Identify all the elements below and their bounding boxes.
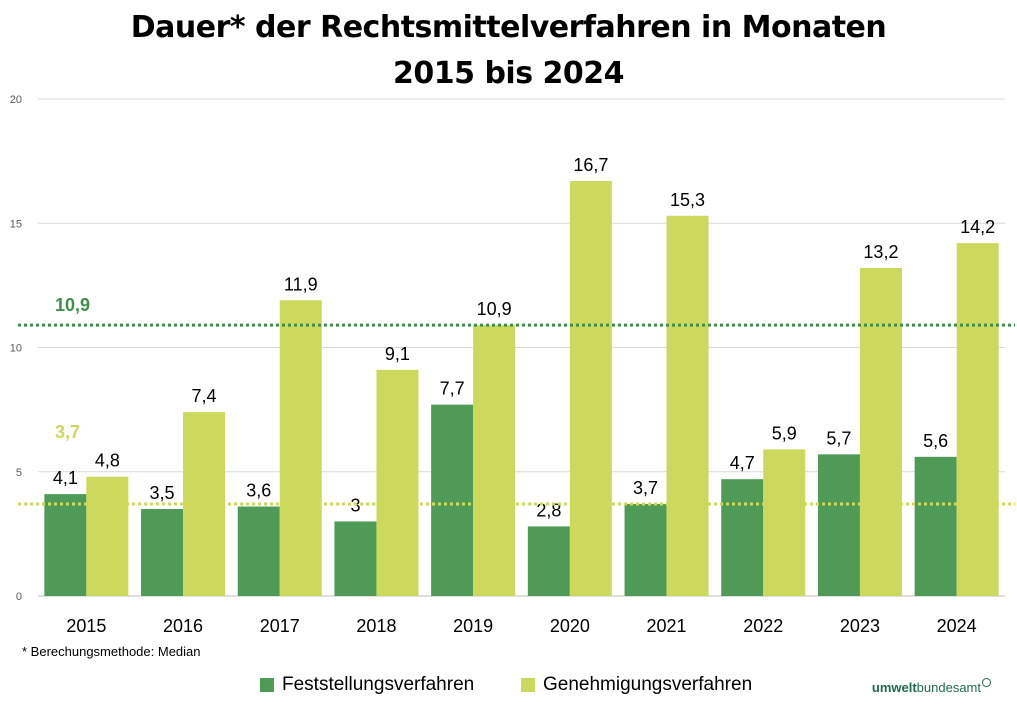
bar-genehmigungsverfahren: [666, 215, 709, 597]
bar-feststellungsverfahren: [141, 509, 184, 596]
data-label: 3,7: [633, 478, 658, 498]
x-tick-label: 2017: [260, 616, 300, 636]
chart-title-line-2: 2015 bis 2024: [393, 56, 625, 91]
bar-genehmigungsverfahren: [279, 300, 322, 596]
data-label: 9,1: [385, 344, 410, 364]
y-tick-label: 5: [16, 467, 22, 479]
y-tick-label: 15: [10, 218, 22, 230]
y-tick-label: 20: [10, 94, 22, 106]
x-tick-label: 2022: [743, 616, 783, 636]
legend-label-feststellungsverfahren: Feststellungsverfahren: [282, 674, 475, 695]
data-label: 5,9: [772, 423, 797, 443]
bar-genehmigungsverfahren: [376, 369, 419, 596]
bar-genehmigungsverfahren: [473, 325, 516, 596]
reference-label: 10,9: [55, 295, 90, 315]
logo-text-bundesamt: bundesamt: [916, 680, 981, 695]
bar-feststellungsverfahren: [527, 526, 570, 596]
logo-text-umwelt: umwelt: [871, 680, 917, 695]
y-tick-label: 10: [10, 343, 22, 355]
data-label: 13,2: [863, 242, 898, 262]
x-tick-label: 2024: [937, 616, 977, 636]
data-label: 16,7: [573, 155, 608, 175]
bar-feststellungsverfahren: [817, 454, 860, 596]
data-label: 4,8: [95, 451, 120, 471]
bar-genehmigungsverfahren: [956, 243, 999, 596]
data-label: 5,7: [826, 428, 851, 448]
x-tick-label: 2018: [356, 616, 396, 636]
x-tick-label: 2021: [647, 616, 687, 636]
data-label: 7,7: [440, 379, 465, 399]
data-label: 4,7: [730, 453, 755, 473]
bar-feststellungsverfahren: [624, 504, 667, 596]
legend: Feststellungsverfahren Genehmigungsverfa…: [0, 674, 1017, 696]
logo-circle-icon: [982, 678, 991, 687]
bar-genehmigungsverfahren: [569, 181, 612, 596]
bar-feststellungsverfahren: [334, 521, 377, 596]
chart-title-line-1: Dauer* der Rechtsmittelverfahren in Mona…: [130, 10, 887, 45]
bar-feststellungsverfahren: [914, 456, 957, 596]
bar-feststellungsverfahren: [44, 494, 87, 596]
legend-swatch-genehmigungsverfahren: [521, 678, 535, 692]
legend-label-genehmigungsverfahren: Genehmigungsverfahren: [543, 674, 753, 695]
bar-feststellungsverfahren: [721, 479, 764, 596]
bar-genehmigungsverfahren: [86, 476, 129, 596]
data-label: 15,3: [670, 190, 705, 210]
data-label: 14,2: [960, 217, 995, 237]
bar-feststellungsverfahren: [237, 506, 280, 596]
bar-feststellungsverfahren: [431, 404, 474, 596]
x-tick-label: 2015: [66, 616, 106, 636]
y-tick-label: 0: [16, 591, 22, 603]
bar-genehmigungsverfahren: [859, 267, 902, 596]
umweltbundesamt-logo: umweltbundesamt: [871, 678, 991, 695]
legend-item-genehmigungsverfahren: Genehmigungsverfahren: [521, 674, 752, 696]
legend-swatch-feststellungsverfahren: [260, 678, 274, 692]
footnote: * Berechungsmethode: Median: [22, 644, 201, 659]
x-tick-label: 2016: [163, 616, 203, 636]
x-tick-label: 2020: [550, 616, 590, 636]
x-tick-label: 2023: [840, 616, 880, 636]
data-label: 7,4: [192, 386, 217, 406]
bar-genehmigungsverfahren: [763, 449, 806, 596]
data-label: 10,9: [477, 299, 512, 319]
data-label: 5,6: [923, 431, 948, 451]
data-label: 4,1: [53, 468, 78, 488]
data-label: 3,6: [246, 481, 271, 501]
reference-label: 3,7: [55, 422, 80, 442]
data-label: 3,5: [150, 483, 175, 503]
data-label: 11,9: [284, 274, 318, 294]
legend-item-feststellungsverfahren: Feststellungsverfahren: [260, 674, 474, 696]
x-tick-label: 2019: [453, 616, 493, 636]
